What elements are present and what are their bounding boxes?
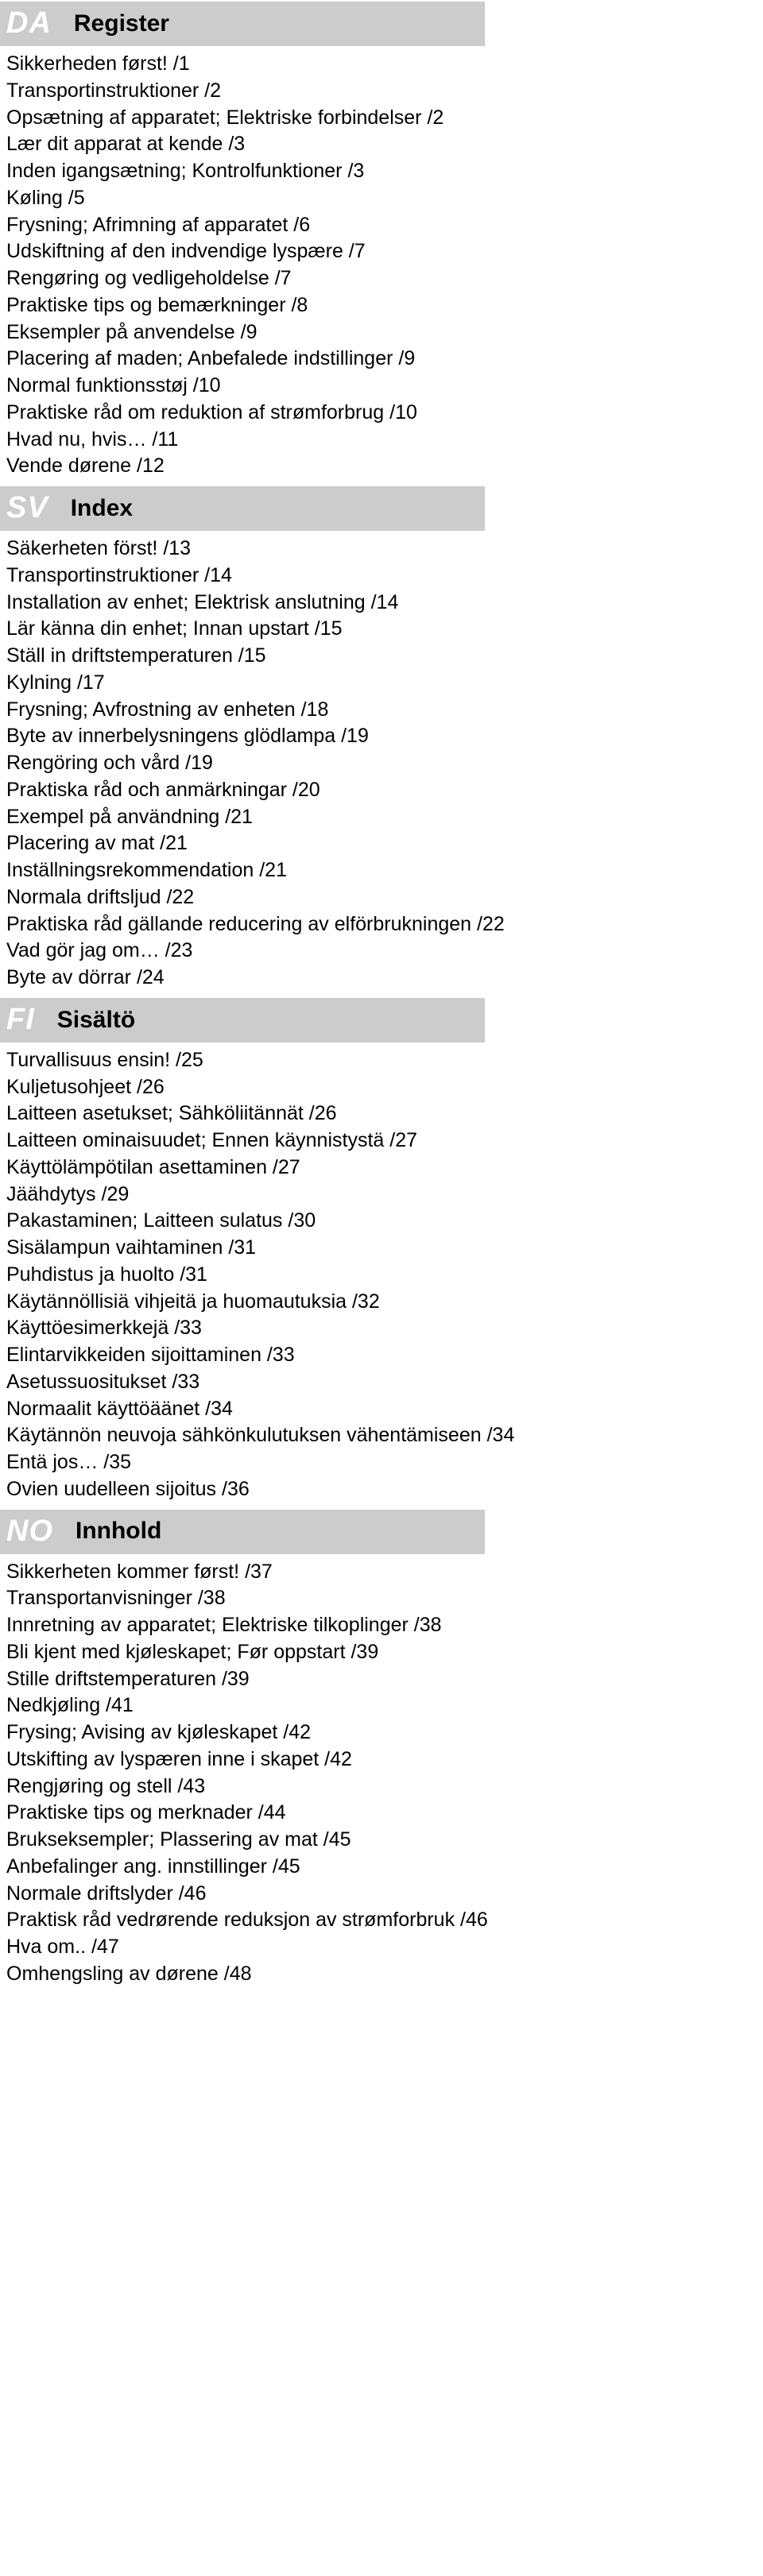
toc-item: Praktiske råd om reduktion af strømforbr…: [6, 400, 763, 427]
toc-list: Säkerheten först! /13Transportinstruktio…: [0, 532, 763, 996]
toc-item: Bli kjent med kjøleskapet; Før oppstart …: [6, 1639, 763, 1666]
toc-item: Eksempler på anvendelse /9: [6, 319, 763, 346]
toc-item: Normale driftslyder /46: [6, 1881, 763, 1908]
toc-item: Vende dørene /12: [6, 453, 763, 480]
toc-item: Asetussuositukset /33: [6, 1369, 763, 1396]
toc-list: Sikkerheden først! /1Transportinstruktio…: [0, 48, 763, 485]
section-header: FI Sisältö: [0, 998, 485, 1042]
toc-item: Vad gör jag om… /23: [6, 938, 763, 965]
toc-item: Laitteen ominaisuudet; Ennen käynnistyst…: [6, 1127, 763, 1155]
toc-item: Laitteen asetukset; Sähköliitännät /26: [6, 1100, 763, 1127]
toc-item: Hva om.. /47: [6, 1934, 763, 1961]
toc-item: Transportanvisninger /38: [6, 1585, 763, 1612]
toc-item: Rengöring och vård /19: [6, 750, 763, 777]
toc-item: Kuljetusohjeet /26: [6, 1074, 763, 1101]
toc-item: Käytännöllisiä vihjeitä ja huomautuksia …: [6, 1289, 763, 1316]
toc-item: Elintarvikkeiden sijoittaminen /33: [6, 1342, 763, 1369]
toc-item: Byte av dörrar /24: [6, 965, 763, 992]
toc-item: Praktisk råd vedrørende reduksjon av str…: [6, 1907, 763, 1934]
toc-item: Sikkerheten kommer først! /37: [6, 1559, 763, 1586]
toc-item: Lär känna din enhet; Innan upstart /15: [6, 616, 763, 643]
toc-item: Hvad nu, hvis… /11: [6, 427, 763, 454]
toc-item: Brukseksempler; Plassering av mat /45: [6, 1827, 763, 1854]
toc-item: Frysing; Avising av kjøleskapet /42: [6, 1719, 763, 1746]
section-title: Index: [71, 493, 133, 525]
toc-item: Frysning; Avfrostning av enheten /18: [6, 697, 763, 724]
toc-item: Käytännön neuvoja sähkönkulutuksen vähen…: [6, 1422, 763, 1449]
toc-item: Placering af maden; Anbefalede indstilli…: [6, 346, 763, 373]
toc-item: Udskiftning af den indvendige lyspære /7: [6, 238, 763, 265]
toc-item: Puhdistus ja huolto /31: [6, 1262, 763, 1289]
toc-item: Ställ in driftstemperaturen /15: [6, 643, 763, 670]
toc-item: Praktiska råd och anmärkningar /20: [6, 777, 763, 804]
toc-item: Normala driftsljud /22: [6, 884, 763, 911]
toc-item: Placering av mat /21: [6, 830, 763, 857]
toc-item: Transportinstruktioner /14: [6, 563, 763, 590]
toc-item: Praktiska råd gällande reducering av elf…: [6, 911, 763, 938]
toc-item: Inden igangsætning; Kontrolfunktioner /3: [6, 158, 763, 185]
toc-item: Säkerheten först! /13: [6, 536, 763, 563]
toc-item: Installation av enhet; Elektrisk anslutn…: [6, 590, 763, 617]
toc-item: Lær dit apparat at kende /3: [6, 131, 763, 158]
toc-item: Omhengsling av dørene /48: [6, 1961, 763, 1988]
toc-item: Jäähdytys /29: [6, 1182, 763, 1209]
section-title: Sisältö: [57, 1004, 135, 1037]
toc-item: Opsætning af apparatet; Elektriske forbi…: [6, 105, 763, 132]
toc-list: Turvallisuus ensin! /25Kuljetusohjeet /2…: [0, 1044, 763, 1508]
lang-code: DA: [6, 3, 52, 44]
toc-item: Innretning av apparatet; Elektriske tilk…: [6, 1612, 763, 1639]
toc-item: Normaalit käyttöäänet /34: [6, 1396, 763, 1423]
toc-item: Ovien uudelleen sijoitus /36: [6, 1476, 763, 1503]
toc-item: Normal funktionsstøj /10: [6, 373, 763, 400]
section-header: SV Index: [0, 486, 485, 531]
toc-item: Stille driftstemperaturen /39: [6, 1666, 763, 1693]
toc-item: Rengøring og vedligeholdelse /7: [6, 265, 763, 292]
toc-item: Turvallisuus ensin! /25: [6, 1047, 763, 1074]
toc-item: Anbefalinger ang. innstillinger /45: [6, 1854, 763, 1881]
section-header: DA Register: [0, 2, 485, 46]
toc-item: Käyttöesimerkkejä /33: [6, 1315, 763, 1342]
toc-item: Utskifting av lyspæren inne i skapet /42: [6, 1746, 763, 1773]
toc-item: Rengjøring og stell /43: [6, 1773, 763, 1800]
toc-item: Praktiske tips og bemærkninger /8: [6, 292, 763, 319]
toc-item: Pakastaminen; Laitteen sulatus /30: [6, 1208, 763, 1235]
toc-item: Byte av innerbelysningens glödlampa /19: [6, 723, 763, 750]
toc-item: Inställningsrekommendation /21: [6, 857, 763, 884]
toc-item: Nedkjøling /41: [6, 1692, 763, 1719]
section-title: Innhold: [76, 1515, 161, 1548]
toc-item: Transportinstruktioner /2: [6, 78, 763, 105]
lang-code: FI: [6, 1000, 35, 1040]
toc-item: Entä jos… /35: [6, 1449, 763, 1476]
toc-item: Sikkerheden først! /1: [6, 51, 763, 78]
section-title: Register: [74, 8, 169, 41]
toc-item: Frysning; Afrimning af apparatet /6: [6, 212, 763, 239]
toc-item: Kylning /17: [6, 670, 763, 697]
toc-item: Køling /5: [6, 185, 763, 212]
lang-code: NO: [6, 1511, 53, 1552]
toc-item: Praktiske tips og merknader /44: [6, 1800, 763, 1827]
lang-code: SV: [6, 488, 48, 528]
toc-item: Käyttölämpötilan asettaminen /27: [6, 1155, 763, 1182]
section-header: NO Innhold: [0, 1510, 485, 1554]
toc-item: Exempel på användning /21: [6, 804, 763, 831]
toc-list: Sikkerheten kommer først! /37Transportan…: [0, 1556, 763, 1993]
toc-item: Sisälampun vaihtaminen /31: [6, 1235, 763, 1262]
